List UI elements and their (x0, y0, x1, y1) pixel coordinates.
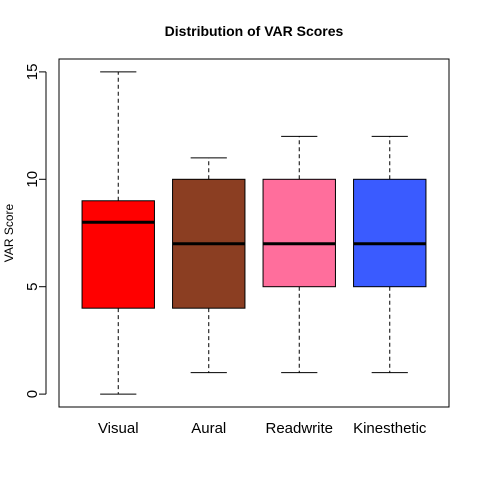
plot-frame (58, 58, 450, 408)
y-tick-label: 5 (24, 283, 41, 291)
box-visual (81, 200, 155, 309)
chart-title: Distribution of VAR Scores (165, 23, 344, 39)
x-tick-label: Readwrite (265, 420, 333, 437)
box-readwrite (262, 178, 336, 288)
x-tick-label: Visual (98, 420, 139, 437)
plot-layer: 0 5 10 15 Visual Aural Readwrite Kinesthetic (24, 64, 427, 437)
y-tick-label: 15 (24, 64, 41, 81)
y-axis-label: VAR Score (2, 203, 16, 262)
y-tick-label: 10 (24, 171, 41, 188)
box-kinesthetic (353, 178, 427, 288)
y-tick-label: 0 (24, 390, 41, 398)
x-tick-label: Kinesthetic (353, 420, 427, 437)
x-tick-label: Aural (191, 420, 226, 437)
